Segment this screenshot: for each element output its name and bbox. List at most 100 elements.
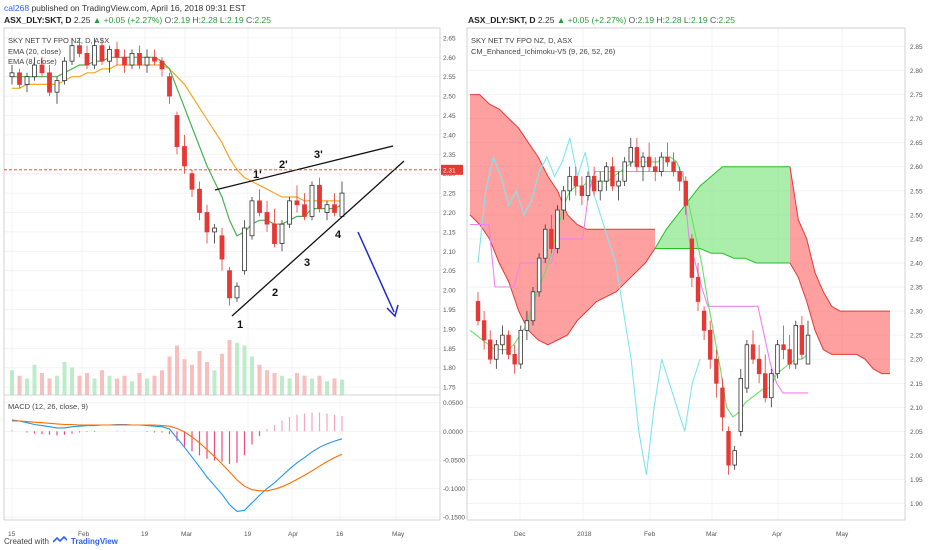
x-tick-label: May xyxy=(836,531,849,538)
candle-body xyxy=(561,190,566,211)
y-tick-label: -0.1000 xyxy=(443,486,465,493)
y-tick-label: 2.00 xyxy=(443,288,456,295)
volume-bar xyxy=(310,378,314,395)
volume-bar xyxy=(70,367,74,395)
candle-body xyxy=(567,175,572,192)
candle-body xyxy=(732,450,737,466)
volume-bar xyxy=(160,370,164,395)
close-label-right: C: xyxy=(709,15,719,25)
x-tick-label: 2018 xyxy=(577,531,592,538)
candle-body xyxy=(604,166,609,182)
down-arrow-shaft xyxy=(357,231,395,313)
candle-body xyxy=(494,344,499,360)
candle-body xyxy=(500,334,505,346)
candle-body xyxy=(708,329,713,360)
candle-body xyxy=(279,223,285,244)
price-change-right: ▲ +0.05 (+2.27%) xyxy=(556,15,627,25)
volume-bar xyxy=(115,378,119,395)
author-link[interactable]: cal268 xyxy=(4,3,30,13)
candle-body xyxy=(332,204,337,213)
tradingview-brand[interactable]: TradingView xyxy=(70,536,118,546)
x-tick-label: Dec xyxy=(514,531,526,538)
last-price: 2.25 xyxy=(73,15,91,25)
candle-body xyxy=(488,339,493,360)
cloud-edge xyxy=(654,166,790,249)
candle-body xyxy=(573,175,578,187)
x-tick-label: May xyxy=(392,531,405,538)
symbol-label-right[interactable]: ASX_DLY:SKT, D xyxy=(468,15,536,25)
ema-line xyxy=(12,56,343,237)
y-tick-label: 1.95 xyxy=(910,477,923,484)
candle-body xyxy=(665,156,670,163)
symbol-label[interactable]: ASX_DLY:SKT, D xyxy=(4,15,72,25)
volume-bar xyxy=(257,364,262,395)
x-tick-label: Apr xyxy=(288,531,299,538)
candle-body xyxy=(69,45,75,62)
candle-body xyxy=(47,72,52,93)
x-tick-label: Mar xyxy=(181,531,193,538)
volume-bar xyxy=(167,356,172,395)
candle-body xyxy=(738,378,743,432)
candle-body xyxy=(622,161,627,182)
right-grid xyxy=(467,28,905,520)
y-tick-label: 2.15 xyxy=(910,381,923,388)
candle-body xyxy=(257,200,262,213)
candle-body xyxy=(204,212,210,233)
candle-body xyxy=(653,166,658,172)
cloud-edge xyxy=(789,262,890,375)
open-label-right: O: xyxy=(628,15,638,25)
volume-bar xyxy=(220,353,224,395)
volume-bar xyxy=(100,370,104,395)
volume-bar xyxy=(235,342,239,395)
volume-bar xyxy=(190,364,194,395)
candle-body xyxy=(249,200,255,237)
macd-line xyxy=(11,419,343,512)
x-tick-label: 16 xyxy=(336,531,344,538)
macd-legend: MACD (12, 26, close, 9) xyxy=(8,402,88,413)
candle-body xyxy=(84,53,90,66)
candle-body xyxy=(787,349,792,365)
high-value-right: 2.28 xyxy=(665,15,682,25)
candle-body xyxy=(506,334,511,355)
candle-body xyxy=(524,320,530,331)
y-tick-label: 1.90 xyxy=(910,501,923,508)
ichimoku-line xyxy=(477,137,701,475)
macd-panel xyxy=(11,412,343,512)
lower-trendline xyxy=(231,160,405,317)
publisher-line: cal268 published on TradingView.com, Apr… xyxy=(4,3,246,13)
volume-bar xyxy=(55,375,59,395)
y-tick-label: 1.85 xyxy=(443,346,456,353)
candle-body xyxy=(174,115,180,147)
candle-body xyxy=(536,257,542,293)
price-change: ▲ +0.05 (+2.27%) xyxy=(92,15,163,25)
y-tick-label: 2.30 xyxy=(910,309,923,316)
y-tick-label: 2.00 xyxy=(910,453,923,460)
ichimoku-label: CM_Enhanced_Ichimoku-V5 (9, 26, 52, 26) xyxy=(471,46,616,56)
volume-bar xyxy=(295,373,299,395)
right-candles xyxy=(475,137,811,475)
y-tick-label: 1.75 xyxy=(443,385,456,392)
candle-body xyxy=(182,146,187,167)
low-value: 2.19 xyxy=(227,15,244,25)
candle-body xyxy=(744,344,750,389)
left-legend-title: SKY NET TV FPO NZ, D, ASX xyxy=(8,36,110,45)
candle-body xyxy=(769,373,774,399)
candle-body xyxy=(77,45,82,54)
wave-label: 3 xyxy=(304,257,310,269)
candle-body xyxy=(683,180,688,206)
y-tick-label: 2.60 xyxy=(443,55,456,62)
y-tick-label: 2.55 xyxy=(910,188,923,195)
volume-bar xyxy=(280,375,284,395)
candle-body xyxy=(475,301,481,322)
candle-body xyxy=(555,209,560,249)
candle-body xyxy=(99,45,105,62)
y-tick-label: 2.80 xyxy=(910,68,923,75)
volume-bar xyxy=(10,370,14,395)
close-value: 2.25 xyxy=(254,15,271,25)
cloud-edge xyxy=(655,248,790,264)
y-tick-label: 2.65 xyxy=(443,35,456,42)
y-tick-label: 0.0500 xyxy=(443,400,463,407)
candle-body xyxy=(107,49,112,62)
high-value: 2.28 xyxy=(201,15,218,25)
